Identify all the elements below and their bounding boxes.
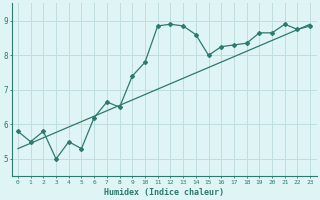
X-axis label: Humidex (Indice chaleur): Humidex (Indice chaleur) bbox=[104, 188, 224, 197]
